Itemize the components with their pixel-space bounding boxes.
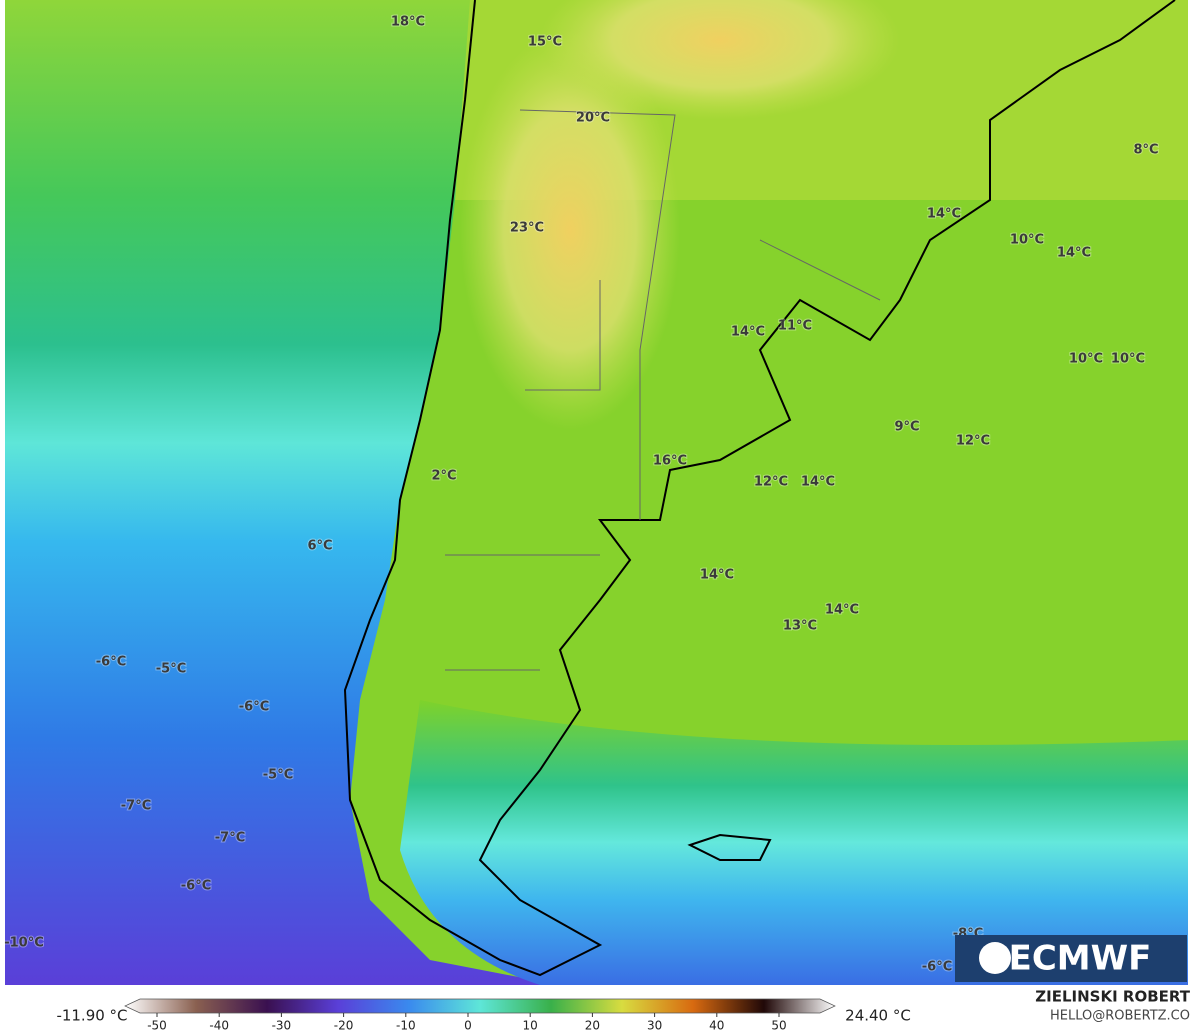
temperature-label: 23°C xyxy=(510,221,544,236)
colorbar-tick-label: -40 xyxy=(209,1019,229,1033)
temperature-label: 20°C xyxy=(576,111,610,126)
temperature-label: -5°C xyxy=(263,768,293,783)
temperature-label: 2°C xyxy=(431,469,456,484)
temperature-label: 9°C xyxy=(894,420,919,435)
temperature-label: 16°C xyxy=(653,454,687,469)
temperature-label: -6°C xyxy=(922,960,952,975)
temperature-label: 14°C xyxy=(1057,246,1091,261)
colorbar-tick-label: 40 xyxy=(709,1019,724,1033)
temperature-label: 14°C xyxy=(927,207,961,222)
colorbar-tick-label: 30 xyxy=(647,1019,662,1033)
temperature-label: 18°C xyxy=(391,15,425,30)
temperature-label: 14°C xyxy=(801,475,835,490)
temperature-label: 8°C xyxy=(1133,143,1158,158)
temperature-label: 10°C xyxy=(1010,233,1044,248)
temperature-label: 14°C xyxy=(700,568,734,583)
colorbar-tick-label: -20 xyxy=(334,1019,354,1033)
temperature-label: 12°C xyxy=(754,475,788,490)
temperature-labels: 18°C 15°C 20°C 8°C 14°C 23°C 10°C 14°C 14°C 11°C 1… xyxy=(3,14,1159,976)
warm-region xyxy=(540,0,900,120)
temperature-label: 14°C xyxy=(731,325,765,340)
credit-author: ZIELINSKI ROBERT xyxy=(1035,988,1190,1006)
map: 18°C 15°C 20°C 8°C 14°C 23°C 10°C 14°C 14°C 11°C 1… xyxy=(3,0,1188,985)
colorbar-tick-label: -10 xyxy=(396,1019,416,1033)
colorbar-tick-label: 0 xyxy=(464,1019,472,1033)
temperature-label: 13°C xyxy=(783,619,817,634)
colorbar-max: 24.40 °C xyxy=(845,1007,911,1025)
logo-text: ECMWF xyxy=(1009,939,1152,979)
temperature-label: 11°C xyxy=(778,319,812,334)
colorbar-gradient xyxy=(124,998,836,1014)
temperature-label: -6°C xyxy=(96,655,126,670)
temperature-label: -5°C xyxy=(156,662,186,677)
temperature-label: -7°C xyxy=(215,831,245,846)
colorbar-tick-label: 10 xyxy=(523,1019,538,1033)
falkland-islands xyxy=(687,833,772,861)
temperature-label: 12°C xyxy=(956,434,990,449)
colorbar: -11.90 °C 24.40 °C -50 -40 -30 -20 -10 0 10 20 3… xyxy=(56,998,911,1033)
colorbar-tick-label: 50 xyxy=(771,1019,786,1033)
south-atlantic xyxy=(400,700,1188,985)
temperature-label: 14°C xyxy=(825,603,859,618)
pacific-ocean xyxy=(5,0,560,985)
temperature-label: 6°C xyxy=(307,539,332,554)
colorbar-min: -11.90 °C xyxy=(56,1007,127,1025)
temperature-label: -10°C xyxy=(4,936,44,951)
warm-region xyxy=(460,30,680,430)
temperature-label: 10°C xyxy=(1069,352,1103,367)
logo-icon xyxy=(979,942,1011,974)
colorbar-tick-label: -30 xyxy=(272,1019,292,1033)
temperature-label: 10°C xyxy=(1111,352,1145,367)
coastline xyxy=(343,0,1176,977)
credit-contact: HELLO@ROBERTZ.CO xyxy=(1050,1009,1190,1024)
temperature-label: -7°C xyxy=(121,799,151,814)
colorbar-tick-label: 20 xyxy=(585,1019,600,1033)
borders xyxy=(445,109,881,671)
temperature-label: -6°C xyxy=(239,700,269,715)
colorbar-tick-label: -50 xyxy=(147,1019,167,1033)
temperature-label: 15°C xyxy=(528,35,562,50)
temperature-label: -6°C xyxy=(181,879,211,894)
